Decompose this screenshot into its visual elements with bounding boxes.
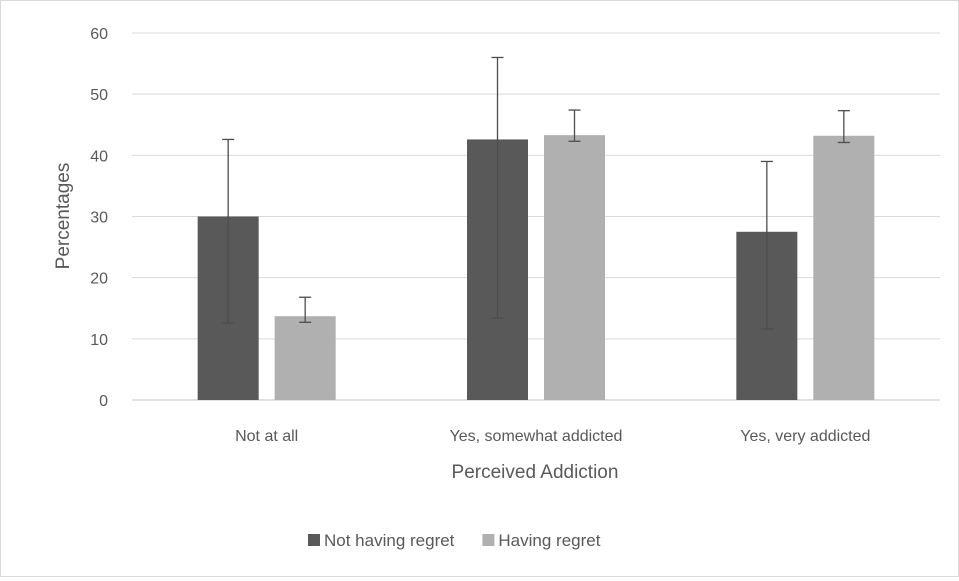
legend-swatch [482, 534, 495, 546]
legend-swatch [308, 534, 320, 546]
y-axis-title: Percentages [53, 163, 74, 270]
bar [274, 316, 336, 400]
legend-label: Not having regret [324, 531, 455, 550]
x-tick-label: Yes, somewhat addicted [450, 428, 623, 445]
bars [197, 135, 875, 401]
x-tick-label: Not at all [235, 428, 298, 445]
y-tick-label: 50 [90, 87, 108, 104]
y-tick-label: 0 [99, 393, 108, 410]
x-axis-ticks: Not at all Yes, somewhat addicted Yes, ver… [235, 428, 870, 445]
y-tick-label: 60 [90, 26, 108, 43]
error-bars [222, 56, 850, 330]
legend: Not having regret Having regret [308, 531, 601, 550]
legend-label: Having regret [498, 531, 600, 550]
y-tick-label: 30 [90, 210, 108, 227]
y-tick-label: 40 [90, 148, 108, 165]
x-tick-label: Yes, very addicted [740, 428, 870, 445]
bar [813, 135, 875, 400]
y-tick-label: 20 [90, 271, 108, 288]
gridlines [132, 32, 940, 401]
y-tick-label: 10 [90, 332, 108, 349]
bar [544, 135, 605, 401]
y-axis-ticks: 0 10 20 30 40 50 60 [90, 26, 108, 410]
x-axis-title: Perceived Addiction [452, 462, 619, 483]
